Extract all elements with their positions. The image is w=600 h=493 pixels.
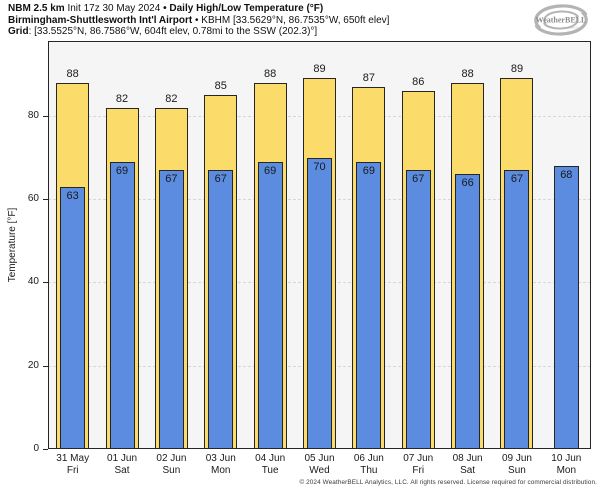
x-tick-label: 01 Jun Sat bbox=[97, 453, 147, 476]
header-bullet-1: • bbox=[163, 3, 167, 14]
y-tick-mark-20 bbox=[43, 365, 48, 367]
x-tick-weekday: Sun bbox=[162, 464, 181, 476]
high-value-label: 82 bbox=[115, 92, 129, 105]
header-line-3: Grid: [33.5525°N, 86.7586°W, 604ft elev,… bbox=[8, 26, 389, 38]
x-tick-date: 02 Jun bbox=[156, 453, 187, 464]
high-value-label: 88 bbox=[461, 67, 474, 80]
x-tick-date: 08 Jun bbox=[452, 453, 483, 464]
high-value-label: 85 bbox=[214, 80, 227, 93]
low-bar bbox=[356, 161, 382, 449]
low-value-label: 67 bbox=[165, 173, 178, 186]
x-tick-label: 05 Jun Wed bbox=[295, 453, 345, 476]
low-bar bbox=[208, 170, 234, 449]
low-bar bbox=[405, 170, 431, 449]
low-value-label: 69 bbox=[362, 164, 375, 177]
low-value-label: 68 bbox=[560, 168, 573, 181]
high-value-label: 88 bbox=[66, 67, 79, 80]
low-bar bbox=[60, 186, 86, 449]
header-line-1: NBM 2.5 km Init 17z 30 May 2024 • Daily … bbox=[8, 3, 389, 15]
x-tick-label: 10 Jun Mon bbox=[541, 453, 591, 476]
hurricane-swirl-icon: WeatherBELL Analytics LLC bbox=[534, 4, 588, 36]
x-tick-label: 06 Jun Thu bbox=[344, 453, 394, 476]
header-line-2: Birmingham-Shuttlesworth Int'l Airport •… bbox=[8, 15, 389, 27]
low-value-label: 67 bbox=[510, 173, 524, 186]
high-value-label: 86 bbox=[412, 75, 425, 88]
high-value-label: 82 bbox=[165, 92, 178, 105]
y-tick-label-40: 40 bbox=[27, 276, 39, 288]
x-tick-weekday: Sun bbox=[508, 464, 526, 476]
low-bar bbox=[455, 174, 481, 449]
x-tick-weekday: Sat bbox=[460, 464, 476, 476]
x-tick-date: 09 Jun bbox=[501, 453, 532, 464]
x-tick-label: 31 May Fri bbox=[48, 453, 98, 476]
x-tick-label: 07 Jun Fri bbox=[393, 453, 443, 476]
y-tick-label-80: 80 bbox=[27, 109, 39, 121]
grid-details: : [33.5525°N, 86.7586°W, 604ft elev, 0.7… bbox=[28, 26, 318, 37]
logo-text: WeatherBELL bbox=[536, 16, 587, 25]
high-value-label: 89 bbox=[313, 63, 326, 76]
low-value-label: 67 bbox=[412, 173, 425, 186]
x-tick-date: 06 Jun bbox=[353, 453, 384, 464]
x-tick-date: 31 May bbox=[56, 453, 90, 464]
y-tick-label-60: 60 bbox=[27, 193, 39, 205]
y-tick-mark-40 bbox=[43, 282, 48, 284]
x-tick-label: 03 Jun Mon bbox=[196, 453, 246, 476]
low-bar bbox=[504, 170, 530, 449]
y-tick-mark-60 bbox=[43, 199, 48, 201]
x-tick-weekday: Mon bbox=[211, 464, 231, 476]
low-value-label: 63 bbox=[66, 189, 79, 202]
chart-title: Daily High/Low Temperature (°F) bbox=[166, 3, 324, 14]
y-tick-label-0: 0 bbox=[33, 443, 39, 454]
y-tick-label-20: 20 bbox=[27, 359, 39, 371]
low-value-label: 69 bbox=[264, 164, 277, 177]
x-axis-labels: 31 May Fri 01 Jun Sat 02 Jun Sun 03 Jun Mon 04 J… bbox=[48, 453, 591, 479]
high-value-label: 88 bbox=[264, 67, 277, 80]
low-value-label: 66 bbox=[461, 177, 474, 190]
y-tick-mark-0 bbox=[43, 449, 48, 450]
init-time: Init 17z 30 May 2024 bbox=[64, 3, 164, 14]
low-value-label: 70 bbox=[313, 160, 326, 173]
logo-subtext: Analytics LLC bbox=[562, 26, 581, 30]
x-tick-date: 10 Jun bbox=[551, 453, 582, 464]
x-tick-weekday: Thu bbox=[360, 464, 378, 476]
low-value-label: 67 bbox=[214, 173, 227, 186]
low-value-label: 69 bbox=[115, 164, 129, 177]
x-tick-weekday: Mon bbox=[556, 464, 577, 476]
x-tick-date: 05 Jun bbox=[304, 453, 335, 464]
station-details: KBHM [33.5629°N, 86.7535°W, 650ft elev] bbox=[198, 14, 390, 26]
x-tick-label: 08 Jun Sat bbox=[443, 453, 493, 476]
header-bullet-2: • bbox=[195, 14, 199, 26]
x-tick-weekday: Sat bbox=[114, 464, 130, 476]
grid-label: Grid bbox=[8, 26, 29, 37]
copyright-notice: © 2024 WeatherBELL Analytics, LLC. All r… bbox=[299, 479, 597, 486]
x-tick-weekday: Tue bbox=[261, 464, 279, 476]
low-bar bbox=[109, 161, 135, 449]
y-axis-ticks: 0 20 40 60 80 bbox=[0, 41, 48, 454]
x-tick-label: 09 Jun Sun bbox=[492, 453, 542, 476]
high-value-label: 87 bbox=[362, 71, 375, 84]
x-tick-weekday: Fri bbox=[412, 464, 425, 476]
x-tick-date: 03 Jun bbox=[205, 453, 236, 464]
high-value-label: 89 bbox=[510, 63, 524, 76]
model-name: NBM 2.5 km bbox=[8, 3, 65, 14]
x-tick-date: 07 Jun bbox=[403, 453, 434, 464]
plot-area: 88 63 82 69 82 67 85 67 88 69 89 70 87 69 86 67 88 66 89 67… bbox=[48, 41, 591, 449]
station-name: Birmingham-Shuttlesworth Int'l Airport bbox=[8, 14, 193, 26]
low-bar bbox=[553, 165, 579, 449]
low-bar bbox=[158, 170, 184, 449]
x-tick-label: 04 Jun Tue bbox=[245, 453, 295, 476]
x-tick-weekday: Fri bbox=[66, 464, 79, 476]
low-bar bbox=[257, 161, 283, 449]
low-bar bbox=[307, 157, 332, 449]
x-tick-date: 01 Jun bbox=[107, 453, 138, 464]
y-tick-mark-80 bbox=[43, 115, 48, 117]
x-tick-date: 04 Jun bbox=[255, 453, 286, 464]
chart-header: NBM 2.5 km Init 17z 30 May 2024 • Daily … bbox=[8, 3, 389, 38]
x-tick-weekday: Wed bbox=[309, 464, 330, 476]
x-tick-label: 02 Jun Sun bbox=[146, 453, 196, 476]
weatherbell-logo: WeatherBELL Analytics LLC bbox=[528, 2, 594, 38]
